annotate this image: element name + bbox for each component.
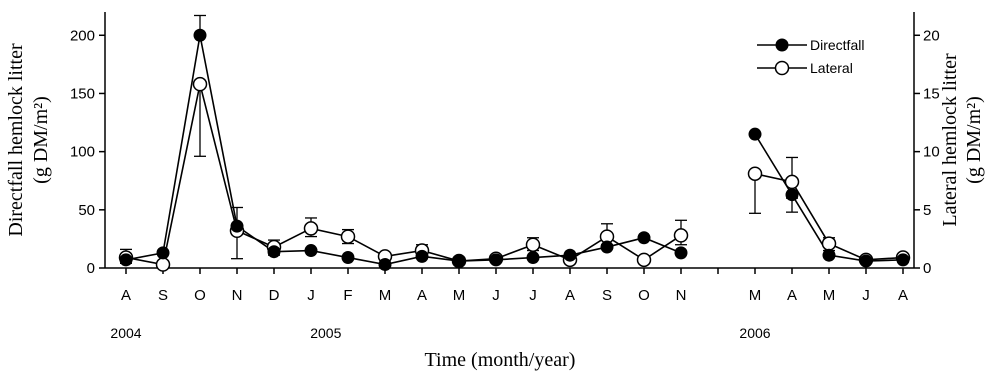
point-directfall: [415, 249, 429, 263]
point-lateral: [784, 174, 800, 190]
point-directfall: [748, 127, 762, 141]
point-directfall: [156, 246, 170, 260]
point-directfall: [563, 248, 577, 262]
point-lateral: [192, 76, 208, 92]
x-tick-label: M: [823, 287, 836, 304]
point-lateral: [303, 221, 319, 236]
point-lateral: [636, 252, 652, 268]
y-right-tick-label: 10: [923, 144, 940, 161]
point-directfall: [822, 248, 836, 262]
year-label: 2006: [739, 325, 770, 341]
x-axis-title: Time (month/year): [425, 349, 576, 371]
x-tick-label: A: [898, 287, 908, 304]
y-left-tick-label: 50: [78, 202, 95, 219]
point-directfall: [600, 240, 614, 254]
chart-marks: [118, 14, 911, 272]
x-tick-label: A: [417, 287, 427, 304]
legend: Directfall Lateral: [757, 37, 864, 76]
point-directfall: [378, 258, 392, 272]
series-line-lateral: [125, 83, 682, 266]
point-directfall: [119, 253, 133, 267]
x-tick-label: J: [307, 287, 315, 304]
x-tick-label: N: [232, 287, 243, 304]
x-tick-label: A: [787, 287, 797, 304]
point-directfall: [341, 251, 355, 265]
x-tick-label: A: [121, 287, 131, 304]
y-axis-left-title-line2: (g DM/m²): [30, 96, 52, 184]
point-directfall: [637, 231, 651, 245]
series-line-directfall: [125, 35, 682, 266]
x-tick-label: M: [749, 287, 762, 304]
y-right-tick-label: 5: [923, 202, 931, 219]
y-left-tick-label: 0: [87, 260, 95, 277]
legend-label-lateral: Lateral: [810, 60, 853, 76]
x-tick-label: A: [565, 287, 575, 304]
x-tick-label: F: [343, 287, 352, 304]
axes: 0 50 100 150 200 0 5 10 15 20 A S O N D J F M A M J J A S O N M A M J…: [70, 12, 940, 341]
legend-marker-lateral: [774, 60, 790, 76]
y-left-tick-label: 200: [70, 27, 95, 44]
point-directfall: [452, 254, 466, 268]
point-directfall: [896, 253, 910, 267]
y-right-tick-label: 20: [923, 27, 940, 44]
year-label: 2004: [110, 325, 141, 341]
point-directfall: [674, 246, 688, 260]
point-directfall: [489, 253, 503, 267]
y-left-tick-label: 150: [70, 85, 95, 102]
y-right-tick-label: 15: [923, 85, 940, 102]
x-tick-label: J: [862, 287, 870, 304]
y-left-tick-label: 100: [70, 144, 95, 161]
legend-marker-directfall: [775, 38, 789, 52]
y-axis-right-title-line1: Lateral hemlock litter: [939, 53, 961, 227]
point-lateral: [525, 237, 541, 252]
x-tick-label: J: [529, 287, 537, 304]
y-axis-right-title-line2: (g DM/m²): [963, 96, 985, 184]
x-tick-label: S: [158, 287, 168, 304]
point-directfall: [526, 251, 540, 265]
legend-label-directfall: Directfall: [810, 37, 864, 53]
y-right-tick-label: 0: [923, 260, 931, 277]
x-tick-label: S: [602, 287, 612, 304]
point-directfall: [304, 244, 318, 258]
x-tick-label: M: [453, 287, 466, 304]
point-lateral: [821, 236, 837, 251]
point-lateral: [340, 229, 356, 244]
y-axis-left-title-line1: Directfall hemlock litter: [5, 43, 27, 237]
point-directfall: [859, 254, 873, 268]
x-tick-label: J: [492, 287, 500, 304]
point-lateral: [673, 228, 689, 243]
x-tick-label: D: [269, 287, 280, 304]
point-lateral: [155, 257, 171, 272]
x-tick-label: O: [194, 287, 206, 304]
point-directfall: [193, 28, 207, 42]
point-directfall: [267, 245, 281, 259]
x-tick-label: M: [379, 287, 392, 304]
x-tick-label: O: [638, 287, 650, 304]
x-tick-label: N: [676, 287, 687, 304]
point-directfall: [785, 188, 799, 202]
year-label: 2005: [310, 325, 341, 341]
point-lateral: [747, 166, 763, 181]
point-directfall: [230, 219, 244, 233]
